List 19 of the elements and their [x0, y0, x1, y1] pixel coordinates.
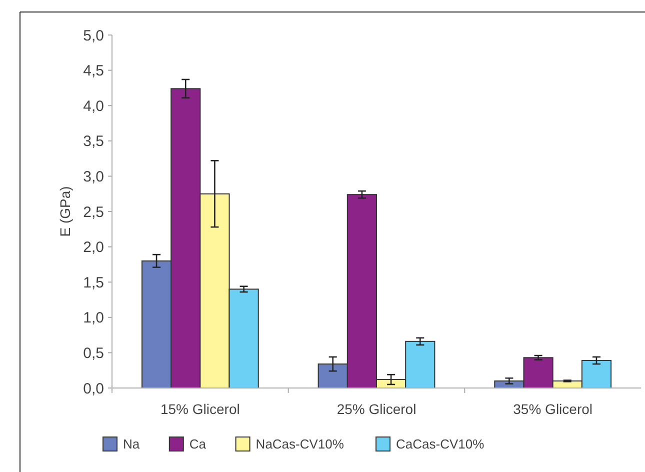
y-tick-label: 0,0 — [83, 380, 104, 398]
y-tick-label: 5,0 — [83, 27, 104, 44]
legend-label: Na — [123, 436, 140, 452]
y-tick-label: 1,0 — [83, 310, 104, 327]
legend-label: NaCas-CV10% — [256, 436, 344, 452]
x-tick-label: 25% Glicerol — [336, 401, 416, 417]
y-tick-label: 1,5 — [83, 274, 104, 292]
y-tick-label: 3,0 — [83, 168, 104, 186]
x-tick-label: 35% Glicerol — [513, 401, 593, 417]
y-tick-label: 2,0 — [83, 239, 104, 256]
legend-label: CaCas-CV10% — [396, 436, 485, 452]
legend-label: Ca — [189, 436, 207, 452]
y-tick-label: 2,5 — [83, 204, 104, 221]
y-tick-label: 4,5 — [83, 62, 104, 80]
x-tick-label: 15% Glicerol — [160, 401, 240, 417]
y-tick-label: 0,5 — [83, 344, 104, 362]
y-axis-title: E (GPa) — [57, 186, 73, 237]
y-tick-label: 4,0 — [83, 98, 104, 115]
y-tick-label: 3,5 — [83, 133, 104, 150]
